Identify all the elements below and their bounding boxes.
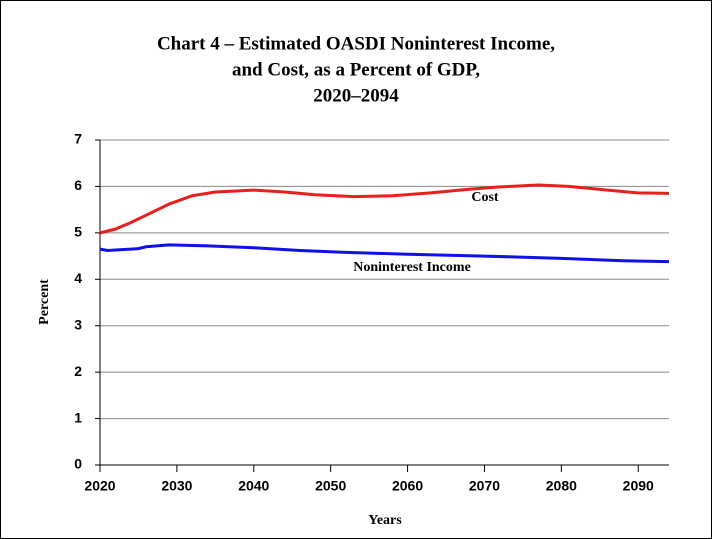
x-tick-label: 2090 <box>623 478 654 494</box>
x-tick-label: 2050 <box>315 478 346 494</box>
x-tick-label: 2040 <box>238 478 269 494</box>
x-axis-label: Years <box>368 513 402 528</box>
y-tick-label: 6 <box>74 177 82 193</box>
y-axis-label: Percent <box>37 279 52 325</box>
line <box>99 243 670 264</box>
y-tick-label: 0 <box>74 456 82 472</box>
y-tick-label: 2 <box>74 363 82 379</box>
x-tick-label: 2060 <box>392 478 423 494</box>
x-tick-label: 2030 <box>161 478 192 494</box>
y-tick-label: 4 <box>74 270 82 286</box>
y-tick-label: 1 <box>74 409 82 425</box>
chart-title: Chart 4 – Estimated OASDI Noninterest In… <box>157 33 555 54</box>
series-label: Cost <box>471 190 499 205</box>
y-tick-label: 3 <box>74 316 82 332</box>
chart-title: and Cost, as a Percent of GDP, <box>232 59 480 80</box>
y-tick-label: 5 <box>74 224 82 240</box>
chart-title: 2020–2094 <box>313 85 399 106</box>
x-tick-label: 2020 <box>84 478 115 494</box>
line <box>99 183 670 235</box>
x-tick-label: 2080 <box>546 478 577 494</box>
series-label: Noninterest Income <box>353 260 471 275</box>
x-tick-label: 2070 <box>469 478 500 494</box>
y-tick-label: 7 <box>74 131 82 147</box>
